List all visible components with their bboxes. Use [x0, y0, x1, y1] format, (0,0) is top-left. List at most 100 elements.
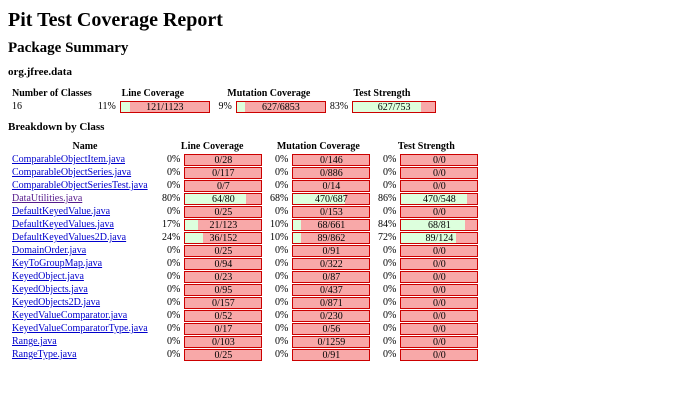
test-strength-fill — [401, 232, 456, 243]
mutation-coverage-bar: 0/437 — [292, 283, 371, 296]
strength-pct: 0% — [383, 245, 397, 256]
table-row: Range.java 0% 0/103 0% 0/1259 0% 0/0 — [10, 335, 480, 348]
strength-pct: 0% — [383, 271, 397, 282]
strength-pct: 0% — [383, 206, 397, 217]
class-link[interactable]: DefaultKeyedValues2D.java — [12, 232, 127, 243]
mutation-coverage-bar: 89/862 — [292, 231, 371, 244]
class-name-cell: DomainOrder.java — [10, 244, 160, 257]
test-strength-bar: 0/0 — [400, 335, 479, 348]
test-strength-bar: 68/81 — [400, 218, 479, 231]
table-row: KeyedObjects2D.java 0% 0/157 0% 0/871 0% 0/0 — [10, 296, 480, 309]
table-row: DefaultKeyedValue.java 0% 0/25 0% 0/153 0% 0/0 — [10, 205, 480, 218]
line-coverage-bar: 0/7 — [184, 179, 263, 192]
table-row: KeyedValueComparator.java 0% 0/52 0% 0/230 0%… — [10, 309, 480, 322]
strength-pct: 72% — [378, 232, 397, 243]
report-page: Pit Test Coverage Report Package Summary… — [8, 9, 480, 361]
test-strength-bar: 0/0 — [400, 322, 479, 335]
summary-mutation-fill — [236, 101, 245, 112]
mutation-pct: 0% — [275, 167, 289, 178]
class-link[interactable]: KeyedObject.java — [12, 271, 84, 282]
line-coverage-label: 0/94 — [214, 258, 233, 270]
line-coverage-bar: 0/157 — [184, 296, 263, 309]
class-link[interactable]: DefaultKeyedValue.java — [12, 206, 111, 217]
line-pct: 0% — [167, 167, 181, 178]
mutation-coverage-fill — [293, 219, 302, 230]
mutation-coverage-label: 0/91 — [322, 245, 341, 257]
class-name-cell: KeyedValueComparatorType.java — [10, 322, 160, 335]
mutation-coverage-label: 89/862 — [317, 232, 346, 244]
line-pct: 0% — [167, 297, 181, 308]
mutation-coverage-label: 0/871 — [319, 297, 343, 309]
mutation-pct: 0% — [275, 323, 289, 334]
class-link[interactable]: RangeType.java — [12, 349, 77, 360]
mutation-coverage-bar: 0/91 — [292, 244, 371, 257]
class-link[interactable]: KeyedValueComparator.java — [12, 310, 128, 321]
summary-line-fill — [120, 101, 131, 112]
line-pct: 0% — [167, 271, 181, 282]
test-strength-label: 68/81 — [427, 219, 451, 231]
class-link[interactable]: ComparableObjectItem.java — [12, 154, 126, 165]
class-link[interactable]: ComparableObjectSeriesTest.java — [12, 180, 148, 191]
test-strength-fill — [401, 193, 467, 204]
table-row: DefaultKeyedValues.java 17% 21/123 10% 68/66… — [10, 218, 480, 231]
class-link[interactable]: DataUtilities.java — [12, 193, 83, 204]
line-pct: 0% — [167, 206, 181, 217]
breakdown-heading: Breakdown by Class — [8, 121, 105, 133]
summary-classes-count: 16 — [12, 101, 22, 112]
test-strength-bar: 0/0 — [400, 179, 479, 192]
mutation-coverage-label: 470/687 — [314, 193, 348, 205]
mutation-coverage-bar: 0/886 — [292, 166, 371, 179]
mutation-pct: 0% — [275, 349, 289, 360]
line-coverage-label: 0/95 — [214, 284, 233, 296]
class-link[interactable]: KeyToGroupMap.java — [12, 258, 103, 269]
line-coverage-label: 0/7 — [216, 180, 230, 192]
class-link[interactable]: Range.java — [12, 336, 57, 347]
mutation-coverage-label: 0/886 — [319, 167, 343, 179]
table-row: RangeType.java 0% 0/25 0% 0/91 0% 0/0 — [10, 348, 480, 361]
class-name-cell: KeyToGroupMap.java — [10, 257, 160, 270]
table-row: ComparableObjectSeriesTest.java 0% 0/7 0% 0/… — [10, 179, 480, 192]
page-title: Pit Test Coverage Report — [8, 9, 223, 31]
line-coverage-bar: 0/25 — [184, 205, 263, 218]
mutation-coverage-label: 0/146 — [319, 154, 343, 166]
mutation-pct: 0% — [275, 180, 289, 191]
class-breakdown-table: Name Line Coverage Mutation Coverage Tes… — [10, 140, 480, 361]
class-link[interactable]: KeyedObjects2D.java — [12, 297, 101, 308]
package-name: org.jfree.data — [8, 66, 72, 78]
line-pct: 0% — [167, 323, 181, 334]
summary-line-pct: 11% — [97, 101, 116, 112]
mutation-coverage-label: 68/661 — [317, 219, 346, 231]
table-row: ComparableObjectItem.java 0% 0/28 0% 0/146 0%… — [10, 153, 480, 166]
class-link[interactable]: DomainOrder.java — [12, 245, 87, 256]
mutation-pct: 0% — [275, 336, 289, 347]
class-link[interactable]: KeyedObjects.java — [12, 284, 88, 295]
class-name-cell: KeyedObjects.java — [10, 283, 160, 296]
summary-header-classes: Number of Classes — [12, 88, 92, 99]
class-link[interactable]: ComparableObjectSeries.java — [12, 167, 132, 178]
summary-strength-fill — [353, 101, 422, 112]
breakdown-header-strength: Test Strength — [397, 141, 455, 152]
summary-mutation-bar: 627/6853 — [235, 100, 326, 113]
summary-header-mutation: Mutation Coverage — [227, 88, 311, 99]
class-name-cell: KeyedObjects2D.java — [10, 296, 160, 309]
table-row: ComparableObjectSeries.java 0% 0/117 0% 0/88… — [10, 166, 480, 179]
line-pct: 0% — [167, 154, 181, 165]
mutation-pct: 68% — [270, 193, 289, 204]
class-name-cell: KeyedObject.java — [10, 270, 160, 283]
strength-pct: 0% — [383, 154, 397, 165]
line-coverage-bar: 21/123 — [184, 218, 263, 231]
strength-pct: 0% — [383, 310, 397, 321]
line-pct: 24% — [162, 232, 181, 243]
summary-mutation-pct: 9% — [218, 101, 232, 112]
line-coverage-bar: 36/152 — [184, 231, 263, 244]
class-link[interactable]: KeyedValueComparatorType.java — [12, 323, 148, 334]
mutation-coverage-label: 0/437 — [319, 284, 343, 296]
summary-strength-label: 627/753 — [377, 101, 411, 113]
line-pct: 0% — [167, 180, 181, 191]
line-coverage-label: 0/28 — [214, 154, 233, 166]
mutation-coverage-fill — [293, 193, 346, 204]
table-row: KeyToGroupMap.java 0% 0/94 0% 0/322 0% 0/0 — [10, 257, 480, 270]
class-link[interactable]: DefaultKeyedValues.java — [12, 219, 114, 230]
class-name-cell: DefaultKeyedValues2D.java — [10, 231, 160, 244]
strength-pct: 0% — [383, 297, 397, 308]
